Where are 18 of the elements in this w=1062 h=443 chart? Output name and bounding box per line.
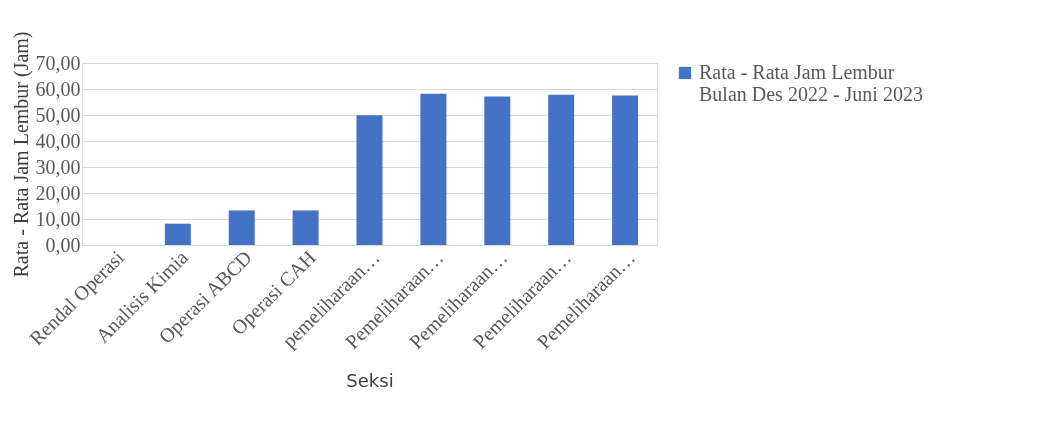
- y-axis-title: Rata - Rata Jam Lembur (Jam): [9, 31, 33, 278]
- bar: [228, 210, 255, 245]
- bar: [356, 115, 383, 245]
- bar: [292, 210, 319, 245]
- y-tick-label: 50,00: [35, 103, 81, 126]
- x-axis-title: Seksi: [346, 369, 394, 391]
- y-tick-label: 10,00: [35, 207, 81, 230]
- bar: [612, 95, 639, 245]
- y-tick-label: 60,00: [35, 77, 81, 100]
- bar: [420, 93, 447, 245]
- legend-label: Rata - Rata Jam Lembur Bulan Des 2022 - Juni 2023: [699, 61, 923, 105]
- y-tick-label: 30,00: [35, 155, 81, 178]
- y-tick-label: 40,00: [35, 129, 81, 152]
- bar: [484, 96, 511, 245]
- y-tick-label: 70,00: [35, 51, 81, 74]
- y-tick-label: 20,00: [35, 181, 81, 204]
- bar: [164, 223, 191, 245]
- bar: [548, 94, 575, 245]
